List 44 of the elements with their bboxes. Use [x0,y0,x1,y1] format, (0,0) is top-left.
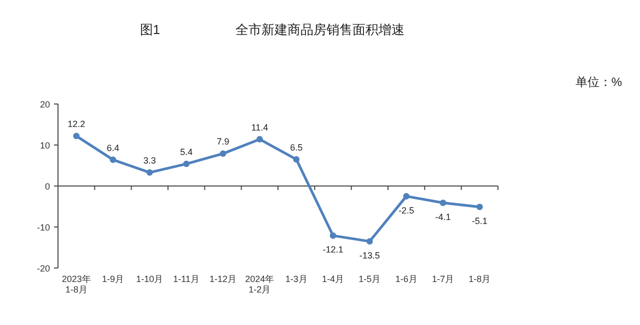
data-label: 7.9 [216,136,230,147]
y-tick-label: 20 [40,100,50,110]
data-label: 11.4 [251,122,268,132]
data-label: 6.4 [106,142,120,153]
point [440,200,446,206]
point [110,156,116,163]
data-label: 12.2 [68,118,86,129]
x-tick-label: 1-11月 [173,274,200,284]
data-label: -13.5 [359,250,380,260]
point [366,238,373,245]
y-tick-label: -20 [36,264,50,274]
point [146,169,153,176]
y-tick-label: -10 [36,222,50,232]
point [73,132,80,140]
point [293,156,300,163]
x-tick-label: 1-6月 [395,274,418,284]
point [256,136,263,142]
point [403,193,410,200]
caption: 图1 [140,22,160,37]
x-tick-label: 1-4月 [322,274,344,284]
data-label: -5.1 [472,216,488,226]
x-tick-label: 2024年 1-2月 [245,274,274,294]
y-tick-label: 10 [40,140,50,150]
point [183,160,190,168]
x-tick-label: 1-7月 [432,274,454,284]
x-tick-label: 1-8月 [468,274,491,284]
x-tick-label: 1-10月 [136,274,164,284]
point [476,204,483,210]
y-tick-label: 0 [44,182,50,192]
x-tick-label: 1-9月 [102,274,124,284]
x-tick-label: 1-3月 [285,274,308,284]
data-label: 5.4 [180,146,193,157]
x-tick-label: 1-12月 [209,274,237,284]
data-label: -4.1 [435,212,451,222]
data-label: -2.5 [398,205,414,216]
point [330,232,336,239]
data-label: 3.3 [143,155,156,166]
x-tick-label: 1-5月 [358,274,381,284]
chart-title: 全市新建商品房销售面积增速 [236,22,404,37]
text: 单位：% [575,75,622,89]
data-label: -12.1 [322,244,344,255]
x-tick-label: 2023年 1-8月 [62,274,91,294]
point [220,150,226,157]
data-label: 6.5 [290,142,303,152]
